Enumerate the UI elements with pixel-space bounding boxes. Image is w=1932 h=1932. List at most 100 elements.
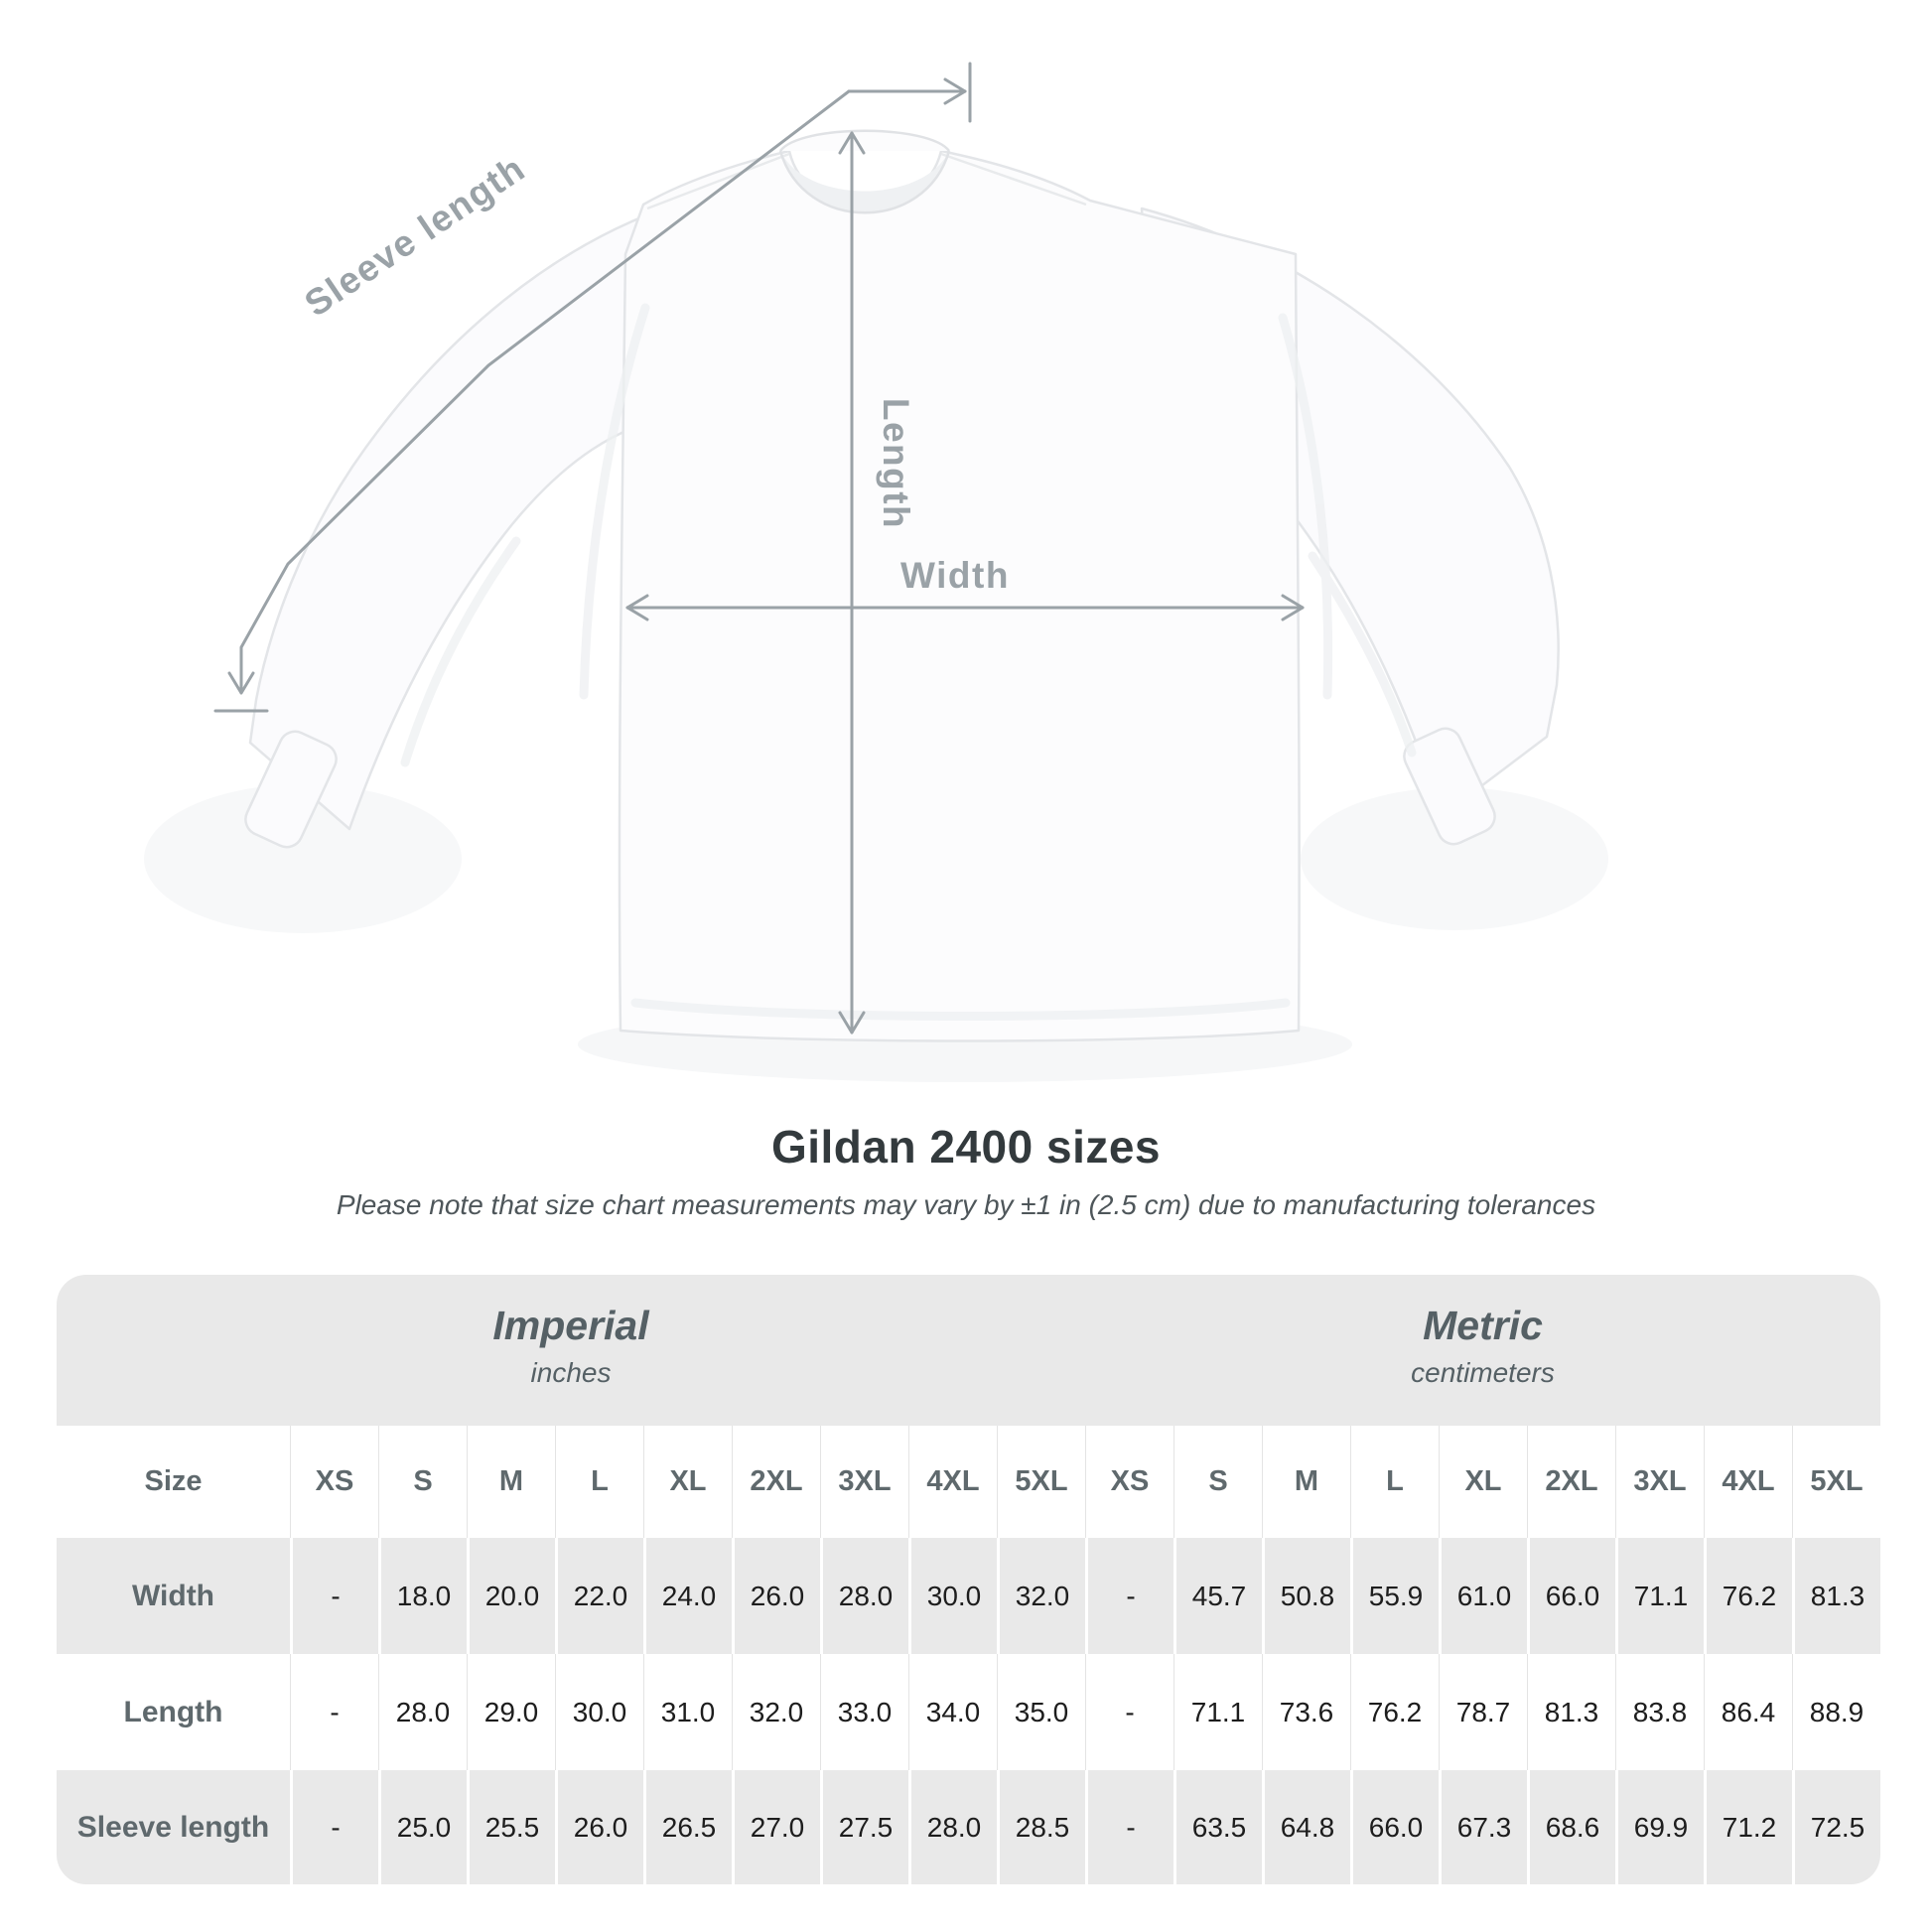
size-header-metric-xs: XS [1085,1426,1173,1538]
size-header-imperial-xl: XL [643,1426,732,1538]
cell-length-imperial-s: 28.0 [378,1654,467,1770]
cell-length-imperial-5xl: 35.0 [997,1654,1085,1770]
sleeve-arrowhead-right [943,77,967,105]
size-header-metric-5xl: 5XL [1792,1426,1880,1538]
cell-width-metric-4xl: 76.2 [1704,1538,1792,1654]
shirt-collar [778,129,951,214]
cell-sleeve-length-metric-2xl: 68.6 [1527,1770,1615,1884]
cell-sleeve-length-imperial-2xl: 27.0 [732,1770,820,1884]
cell-length-imperial-2xl: 32.0 [732,1654,820,1770]
size-header-metric-s: S [1173,1426,1262,1538]
size-header-metric-4xl: 4XL [1704,1426,1792,1538]
metric-section-unit: centimeters [1411,1356,1555,1388]
cell-sleeve-length-imperial-3xl: 27.5 [820,1770,908,1884]
imperial-section-header: Imperial inches [57,1275,1085,1426]
cell-length-metric-xs: - [1085,1654,1173,1770]
sleeve-arrowhead-down [227,671,255,695]
cell-width-imperial-2xl: 26.0 [732,1538,820,1654]
cell-length-metric-5xl: 88.9 [1792,1654,1880,1770]
cell-length-metric-xl: 78.7 [1439,1654,1527,1770]
width-arrowhead-right [1281,594,1305,621]
length-label: Length [876,398,916,529]
cell-width-metric-xs: - [1085,1538,1173,1654]
cell-width-imperial-xs: - [290,1538,378,1654]
cell-width-metric-2xl: 66.0 [1527,1538,1615,1654]
cell-sleeve-length-metric-4xl: 71.2 [1704,1770,1792,1884]
metric-section-title: Metric [1423,1302,1543,1348]
cell-sleeve-length-metric-xl: 67.3 [1439,1770,1527,1884]
size-header-imperial-3xl: 3XL [820,1426,908,1538]
cell-length-imperial-3xl: 33.0 [820,1654,908,1770]
width-label: Width [900,555,1010,596]
size-table-grid: Size XS S M L XL 2XL 3XL 4XL 5XL XS S M L XL 2XL 3XL 4XL 5… [57,1426,1880,1884]
cell-sleeve-length-imperial-xs: - [290,1770,378,1884]
cell-length-metric-s: 71.1 [1173,1654,1262,1770]
cell-width-imperial-5xl: 32.0 [997,1538,1085,1654]
size-table: Imperial inches Metric centimeters Size X… [57,1275,1880,1884]
size-header-imperial-2xl: 2XL [732,1426,820,1538]
shirt-body [400,149,1417,1042]
cell-sleeve-length-metric-l: 66.0 [1350,1770,1439,1884]
size-header-metric-3xl: 3XL [1615,1426,1704,1538]
cell-sleeve-length-metric-m: 64.8 [1262,1770,1350,1884]
size-header-metric-m: M [1262,1426,1350,1538]
size-header-metric-l: L [1350,1426,1439,1538]
page-title: Gildan 2400 sizes [770,1121,1162,1173]
shirt-measurement-diagram: Sleeve length Length Width [213,62,1560,1042]
cell-width-imperial-3xl: 28.0 [820,1538,908,1654]
cell-sleeve-length-metric-3xl: 69.9 [1615,1770,1704,1884]
cell-width-imperial-4xl: 30.0 [908,1538,997,1654]
cell-length-metric-4xl: 86.4 [1704,1654,1792,1770]
imperial-section-title: Imperial [492,1302,649,1348]
cell-sleeve-length-imperial-4xl: 28.0 [908,1770,997,1884]
page-subtitle: Please note that size chart measurements… [336,1189,1596,1220]
unit-system-header-band: Imperial inches Metric centimeters [57,1275,1880,1426]
cell-sleeve-length-metric-xs: - [1085,1770,1173,1884]
sleeve-length-line [239,89,851,693]
width-arrowhead-left [625,594,649,621]
cell-width-imperial-l: 22.0 [555,1538,643,1654]
cell-width-metric-l: 55.9 [1350,1538,1439,1654]
cell-sleeve-length-imperial-l: 26.0 [555,1770,643,1884]
cell-width-metric-5xl: 81.3 [1792,1538,1880,1654]
cell-sleeve-length-imperial-5xl: 28.5 [997,1770,1085,1884]
size-header-imperial-m: M [467,1426,555,1538]
cell-sleeve-length-imperial-xl: 26.5 [643,1770,732,1884]
size-header-imperial-xs: XS [290,1426,378,1538]
length-arrowhead-up [838,131,866,155]
cell-length-metric-2xl: 81.3 [1527,1654,1615,1770]
cell-length-imperial-xl: 31.0 [643,1654,732,1770]
cell-width-imperial-s: 18.0 [378,1538,467,1654]
sleeve-length-label: Sleeve length [298,147,533,324]
cell-length-metric-m: 73.6 [1262,1654,1350,1770]
cell-sleeve-length-metric-s: 63.5 [1173,1770,1262,1884]
row-label-sleeve-length: Sleeve length [57,1770,290,1884]
cell-width-metric-xl: 61.0 [1439,1538,1527,1654]
cell-sleeve-length-metric-5xl: 72.5 [1792,1770,1880,1884]
size-header-imperial-s: S [378,1426,467,1538]
cell-length-imperial-4xl: 34.0 [908,1654,997,1770]
cell-length-metric-3xl: 83.8 [1615,1654,1704,1770]
cell-width-metric-s: 45.7 [1173,1538,1262,1654]
cell-width-imperial-xl: 24.0 [643,1538,732,1654]
cell-sleeve-length-imperial-m: 25.5 [467,1770,555,1884]
cell-width-metric-m: 50.8 [1262,1538,1350,1654]
cell-length-imperial-xs: - [290,1654,378,1770]
cell-width-imperial-m: 20.0 [467,1538,555,1654]
size-header-imperial-5xl: 5XL [997,1426,1085,1538]
cell-length-metric-l: 76.2 [1350,1654,1439,1770]
cell-length-imperial-l: 30.0 [555,1654,643,1770]
cell-width-metric-3xl: 71.1 [1615,1538,1704,1654]
size-header-imperial-l: L [555,1426,643,1538]
length-arrowhead-down [838,1011,866,1035]
measurement-annotations [213,62,1305,1035]
metric-section-header: Metric centimeters [1085,1275,1880,1426]
row-label-width: Width [57,1538,290,1654]
size-column-header: Size [57,1426,290,1538]
cell-length-imperial-m: 29.0 [467,1654,555,1770]
imperial-section-unit: inches [530,1356,612,1388]
size-header-metric-2xl: 2XL [1527,1426,1615,1538]
size-header-imperial-4xl: 4XL [908,1426,997,1538]
row-label-length: Length [57,1654,290,1770]
